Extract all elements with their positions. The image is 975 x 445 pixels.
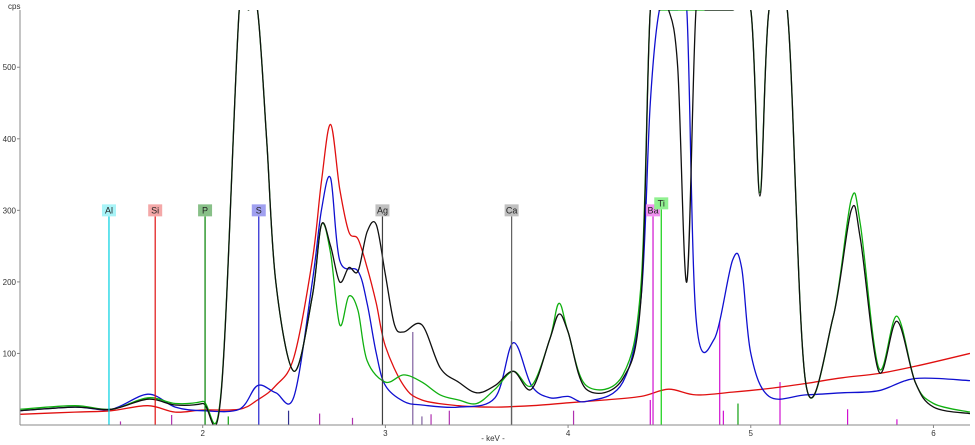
axes: cps - keV - 100 200 300 400 500 2 3 4 5 6 bbox=[3, 2, 970, 443]
element-marker-s[interactable]: S bbox=[251, 204, 266, 425]
spectrum-series bbox=[20, 10, 970, 425]
y-tick-label-2: 300 bbox=[3, 206, 17, 215]
x-tick-label-3: 5 bbox=[749, 429, 754, 438]
element-marker-ca[interactable]: Ca bbox=[504, 204, 519, 425]
element-tag-s bbox=[251, 204, 266, 217]
element-marker-ti[interactable]: Ti bbox=[654, 197, 669, 425]
spectrum-series-3 bbox=[20, 10, 970, 425]
x-tick-label-0: 2 bbox=[200, 429, 205, 438]
y-tick-label-4: 500 bbox=[3, 63, 17, 72]
element-marker-p[interactable]: P bbox=[198, 204, 213, 425]
element-tag-p bbox=[198, 204, 213, 217]
element-marker-si[interactable]: Si bbox=[148, 204, 163, 425]
element-label-ca: Ca bbox=[506, 205, 518, 215]
element-marker-al[interactable]: Al bbox=[101, 204, 116, 425]
element-label-s: S bbox=[256, 205, 262, 215]
element-label-ti: Ti bbox=[658, 198, 665, 208]
element-tag-si bbox=[148, 204, 163, 217]
y-tick-label-1: 200 bbox=[3, 278, 17, 287]
x-tick-label-4: 6 bbox=[931, 429, 936, 438]
y-tick-label-0: 100 bbox=[3, 349, 17, 358]
x-axis-unit-label: - keV - bbox=[481, 434, 505, 443]
x-tick-label-1: 3 bbox=[383, 429, 388, 438]
x-tick-label-2: 4 bbox=[566, 429, 571, 438]
element-tag-ca bbox=[504, 204, 519, 217]
element-label-p: P bbox=[202, 205, 208, 215]
element-label-ba: Ba bbox=[648, 205, 659, 215]
element-label-al: Al bbox=[105, 205, 113, 215]
element-tag-ag bbox=[375, 204, 390, 217]
element-marker-ag[interactable]: Ag bbox=[375, 204, 390, 425]
element-tag-ti bbox=[654, 197, 669, 210]
element-tag-al bbox=[101, 204, 116, 217]
y-axis-unit-label: cps bbox=[8, 2, 20, 11]
y-tick-label-3: 400 bbox=[3, 135, 17, 144]
element-label-si: Si bbox=[151, 205, 159, 215]
element-label-ag: Ag bbox=[377, 205, 388, 215]
